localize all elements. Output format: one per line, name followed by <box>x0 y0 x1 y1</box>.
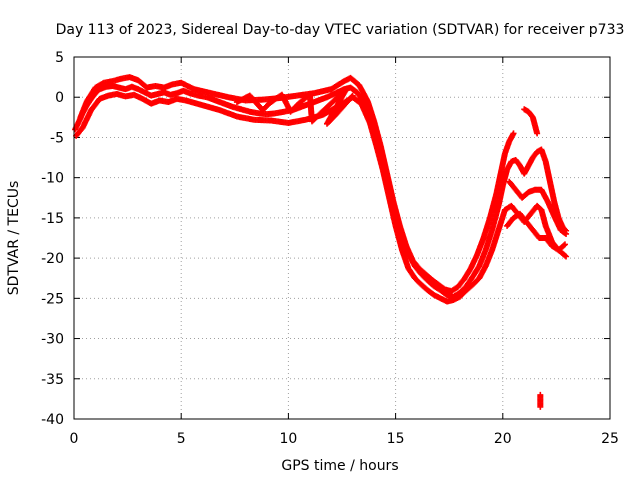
series-upper-band <box>77 74 517 295</box>
x-tick-labels: 0 5 10 15 20 25 <box>70 431 619 447</box>
series-outlier <box>537 391 544 410</box>
x-tick-label: 25 <box>601 431 619 447</box>
y-tick-label: -30 <box>41 332 64 348</box>
series-secondary-lower <box>504 210 568 254</box>
series-lower-band <box>73 91 570 305</box>
plot-frame <box>73 56 611 420</box>
data-point <box>561 230 568 237</box>
series-oblique-strands <box>233 86 356 127</box>
x-tick-label: 20 <box>494 431 512 447</box>
series-late-spike <box>521 106 541 137</box>
y-tick-label: -20 <box>41 251 64 267</box>
data-point <box>563 230 570 237</box>
y-tick-label: -15 <box>41 211 64 227</box>
data-point <box>561 241 568 248</box>
y-tick-label: 0 <box>55 90 64 106</box>
y-tick-label: -10 <box>41 171 64 187</box>
grid-lines <box>74 57 610 419</box>
series-secondary-upper <box>506 178 570 237</box>
data-point <box>348 93 355 100</box>
data-points <box>72 74 570 410</box>
x-tick-label: 0 <box>70 431 79 447</box>
data-point <box>537 403 544 410</box>
x-tick-label: 10 <box>279 431 297 447</box>
series-main-track <box>72 82 570 300</box>
data-point <box>510 130 517 137</box>
y-tick-label: -35 <box>41 372 64 388</box>
y-tick-label: -40 <box>41 412 64 428</box>
x-tick-label: 15 <box>387 431 405 447</box>
data-point <box>534 130 541 137</box>
x-axis-label: GPS time / hours <box>281 458 398 474</box>
y-tick-label: 5 <box>55 50 64 66</box>
data-point <box>563 253 570 260</box>
y-tick-labels: 5 0 -5 -10 -15 -20 -25 -30 -35 -40 <box>41 50 64 428</box>
data-point <box>560 242 567 249</box>
chart-title: Day 113 of 2023, Sidereal Day-to-day VTE… <box>56 22 625 38</box>
x-tick-label: 5 <box>177 431 186 447</box>
y-tick-label: -25 <box>41 291 64 307</box>
y-axis-label: SDTVAR / TECUs <box>6 181 22 296</box>
data-point <box>349 92 356 99</box>
y-tick-label: -5 <box>50 130 64 146</box>
data-point <box>561 252 568 259</box>
